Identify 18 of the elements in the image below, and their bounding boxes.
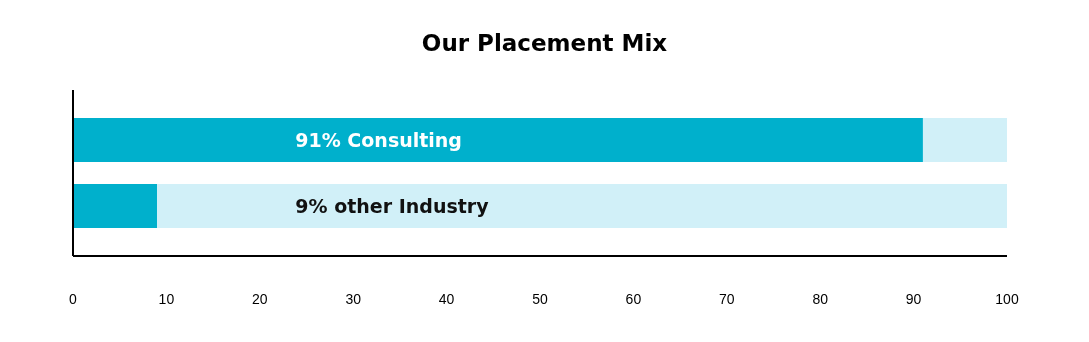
bar: [157, 184, 1007, 228]
x-tick-label: 50: [532, 290, 548, 307]
bar: [73, 118, 923, 162]
bar: [922, 118, 1007, 162]
data-label: 91% Consulting: [295, 129, 462, 151]
bar: [73, 184, 158, 228]
x-tick-label: 20: [252, 290, 268, 307]
x-tick-label: 40: [438, 290, 455, 307]
x-tick-label: 70: [719, 290, 735, 307]
x-tick-label: 0: [69, 290, 78, 307]
x-tick-label: 100: [995, 290, 1019, 307]
x-tick-label: 10: [158, 290, 175, 307]
chart-title: Our Placement Mix: [420, 30, 669, 56]
x-tick-label: 60: [625, 290, 642, 307]
x-tick-label: 80: [812, 290, 829, 307]
x-tick-label: 30: [345, 290, 362, 307]
x-tick-label: 90: [905, 290, 922, 307]
annotation: 9% other Industry: [295, 194, 489, 219]
